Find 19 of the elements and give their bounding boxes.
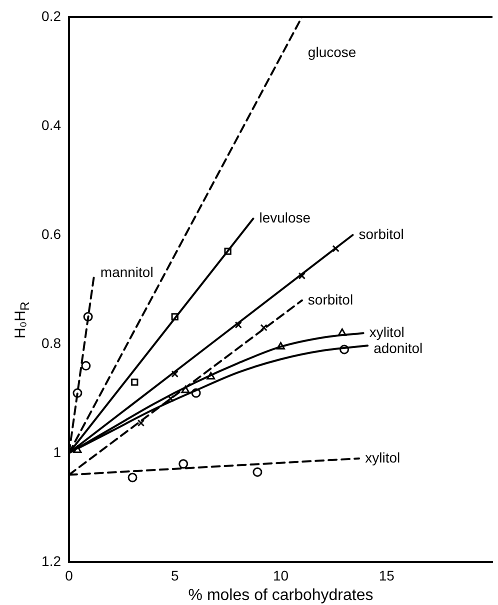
series-label: sorbitol bbox=[308, 291, 354, 308]
y-tick-label: 0.6 bbox=[42, 226, 62, 242]
y-tick-label: 1.2 bbox=[42, 552, 62, 569]
x-tick-label: 15 bbox=[378, 567, 395, 584]
y-tick-label: 1 bbox=[53, 444, 62, 460]
x-axis-title: % moles of carbohydrates bbox=[188, 586, 374, 604]
y-tick-label: 0.4 bbox=[42, 116, 62, 133]
x-tick-label: 10 bbox=[272, 567, 289, 584]
series-label: mannitol bbox=[100, 264, 154, 280]
x-tick-label: 5 bbox=[170, 567, 179, 584]
series-label: adonitol bbox=[374, 340, 423, 356]
series-label: xylitol bbox=[365, 449, 400, 466]
series-label: glucose bbox=[308, 44, 356, 60]
series-label: xylitol bbox=[369, 324, 404, 340]
y-tick-label: 0.2 bbox=[42, 8, 62, 24]
y-tick-label: 0.8 bbox=[42, 334, 62, 351]
x-tick-label: 0 bbox=[65, 567, 74, 584]
series-label: sorbitol bbox=[358, 226, 404, 242]
series-label: levulose bbox=[259, 210, 311, 226]
